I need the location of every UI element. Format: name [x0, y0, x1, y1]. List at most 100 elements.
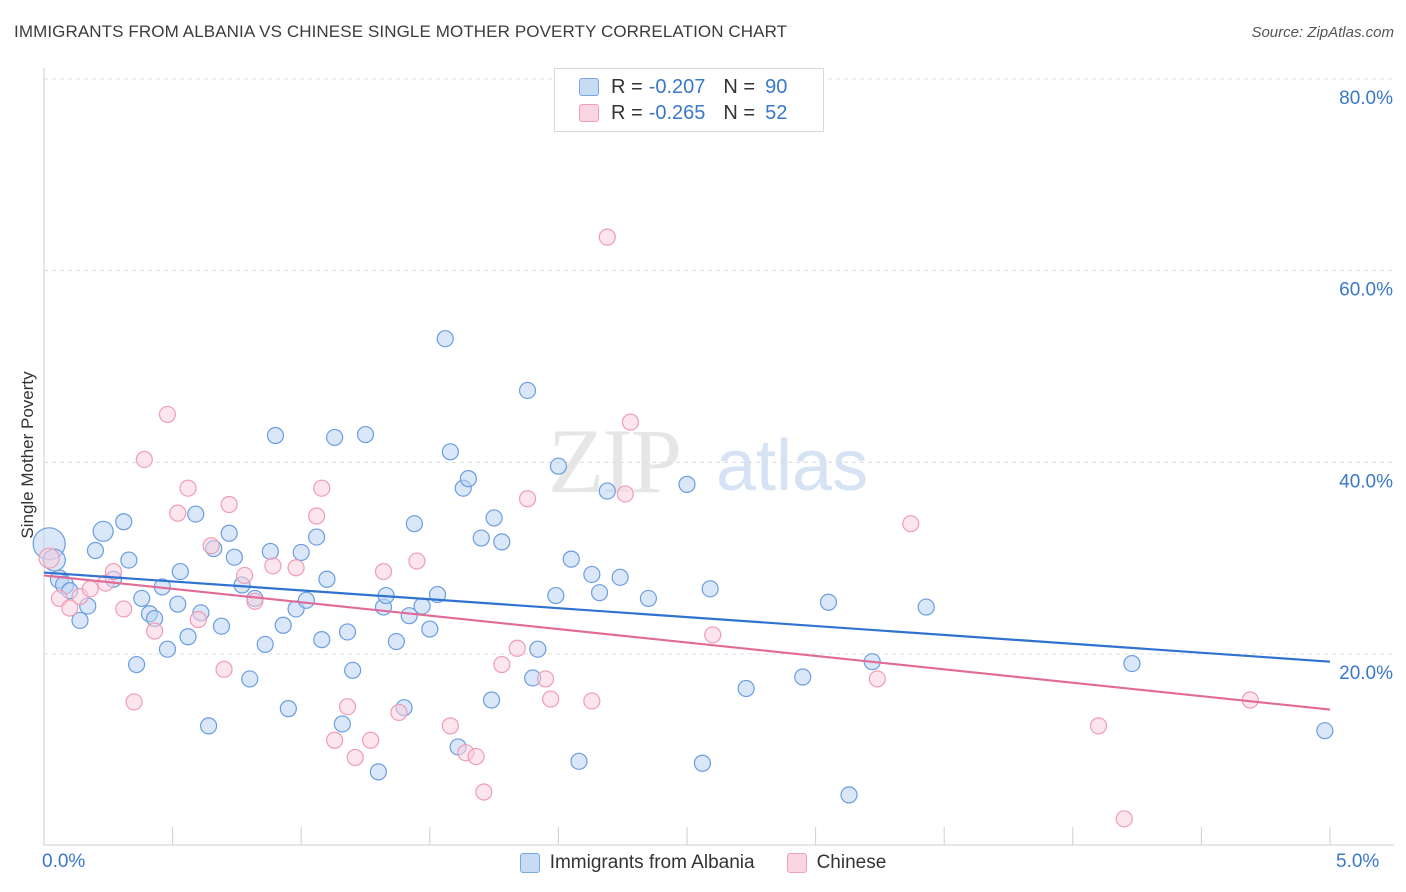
data-point — [1089, 717, 1108, 735]
data-point — [236, 566, 254, 585]
data-point — [179, 479, 197, 497]
data-point — [346, 748, 364, 767]
data-point — [241, 670, 259, 688]
y-axis-title: Single Mother Poverty — [18, 371, 37, 539]
axes — [43, 68, 1394, 846]
data-point — [616, 485, 634, 503]
data-point — [598, 228, 616, 246]
data-point — [1123, 654, 1141, 673]
data-point — [583, 565, 601, 584]
data-point — [264, 557, 282, 575]
data-point — [482, 691, 501, 709]
y-tick-labels: 20.0% 40.0% 60.0% 80.0% — [1339, 88, 1393, 684]
data-point — [369, 763, 387, 781]
legend-swatch-chinese — [579, 104, 599, 122]
data-point — [902, 515, 920, 533]
data-point — [135, 450, 153, 469]
chart-title: IMMIGRANTS FROM ALBANIA VS CHINESE SINGL… — [14, 22, 788, 41]
r-value: -0.265 — [648, 101, 706, 124]
data-point — [133, 589, 151, 608]
data-point — [127, 655, 146, 674]
data-point — [158, 405, 177, 424]
data-point — [38, 547, 60, 569]
data-point — [547, 586, 565, 605]
legend-label-chinese: Chinese — [816, 852, 887, 873]
data-point — [570, 752, 588, 770]
watermark-atlas: atlas — [716, 426, 868, 506]
data-point — [621, 413, 640, 431]
data-point — [313, 631, 331, 649]
data-point — [737, 679, 755, 698]
data-point — [292, 543, 310, 562]
legend-item-albania[interactable]: Immigrants from Albania — [519, 852, 755, 874]
y-tick-label-80: 80.0% — [1339, 88, 1393, 109]
legend-swatch-albania — [579, 78, 599, 96]
source-note: Source: ZipAtlas.com — [1251, 24, 1394, 41]
y-tick-label-60: 60.0% — [1339, 280, 1393, 301]
data-point — [1115, 810, 1133, 828]
data-point — [274, 616, 292, 634]
data-point — [413, 597, 431, 615]
data-point — [246, 592, 264, 610]
data-point — [529, 640, 547, 658]
data-point — [169, 595, 187, 613]
legend-row-chinese: R = -0.265 N = 52 — [579, 100, 787, 126]
data-point — [549, 457, 568, 475]
data-point — [104, 562, 123, 581]
r-value: -0.207 — [648, 75, 706, 98]
y-tick-label-40: 40.0% — [1339, 471, 1393, 492]
data-point — [158, 640, 177, 658]
data-point — [92, 520, 114, 542]
data-point — [220, 524, 238, 542]
data-point — [475, 783, 493, 801]
data-point — [362, 731, 380, 749]
x-tick-min: 0.0% — [42, 851, 86, 872]
watermark-zip: ZIP — [548, 410, 680, 512]
series-chinese — [38, 228, 1259, 828]
data-point — [405, 515, 423, 533]
legend-item-chinese[interactable]: Chinese — [786, 852, 887, 874]
data-point — [187, 505, 205, 523]
data-point — [441, 443, 459, 461]
n-value: 52 — [765, 101, 788, 124]
data-points — [32, 228, 1334, 828]
data-point — [536, 670, 555, 688]
data-point — [308, 507, 326, 525]
data-point — [326, 731, 344, 749]
data-point — [590, 584, 609, 602]
n-label: N = — [723, 101, 756, 124]
trend-lines — [43, 571, 1331, 711]
data-point — [344, 661, 362, 679]
data-point — [485, 509, 503, 527]
data-point — [704, 626, 722, 644]
data-point — [171, 562, 189, 581]
data-point — [115, 513, 133, 531]
watermark: ZIP atlas — [548, 410, 868, 512]
data-point — [518, 381, 537, 400]
data-point — [266, 426, 285, 445]
data-point — [200, 717, 218, 735]
data-point — [61, 599, 79, 617]
data-point — [639, 589, 658, 608]
legend-label-albania: Immigrants from Albania — [549, 852, 755, 873]
data-point — [400, 607, 418, 625]
data-point — [81, 580, 99, 598]
data-point — [215, 660, 233, 678]
data-point — [338, 698, 357, 716]
data-point — [326, 428, 344, 447]
legend-swatch-chinese — [786, 853, 807, 873]
n-label: N = — [723, 75, 756, 98]
data-point — [390, 703, 408, 722]
data-point — [202, 537, 220, 555]
data-point — [408, 552, 426, 570]
data-point — [678, 475, 696, 493]
trend-line-albania — [43, 571, 1331, 663]
data-point — [220, 495, 238, 514]
legend-row-albania: R = -0.207 N = 90 — [579, 74, 787, 100]
data-point — [225, 548, 243, 566]
data-point — [256, 635, 274, 654]
data-point — [917, 598, 935, 616]
data-point — [313, 479, 331, 497]
data-point — [794, 668, 812, 686]
